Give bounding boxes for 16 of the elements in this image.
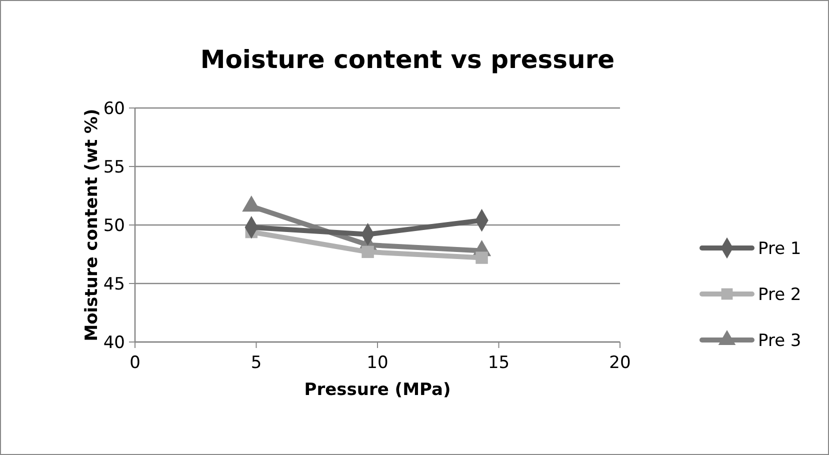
y-tick-label: 40 bbox=[103, 332, 125, 353]
y-axis-title: Moisture content (wt %) bbox=[82, 108, 102, 342]
chart-title: Moisture content vs pressure bbox=[200, 45, 615, 74]
y-tick-label: 45 bbox=[103, 274, 125, 294]
x-tick-label: 20 bbox=[609, 353, 631, 373]
legend-label: Pre 2 bbox=[758, 284, 802, 305]
y-tick-label: 50 bbox=[103, 216, 125, 236]
legend-label: Pre 3 bbox=[758, 330, 802, 351]
x-tick-label: 5 bbox=[250, 353, 262, 373]
y-tick-label: 55 bbox=[103, 157, 125, 178]
x-axis-title: Pressure (MPa) bbox=[304, 380, 451, 400]
x-tick-label: 10 bbox=[366, 353, 388, 373]
x-tick-label: 15 bbox=[488, 353, 510, 373]
x-tick-label: 0 bbox=[130, 353, 140, 373]
y-tick-label: 60 bbox=[103, 98, 125, 119]
legend-label: Pre 1 bbox=[758, 238, 802, 259]
